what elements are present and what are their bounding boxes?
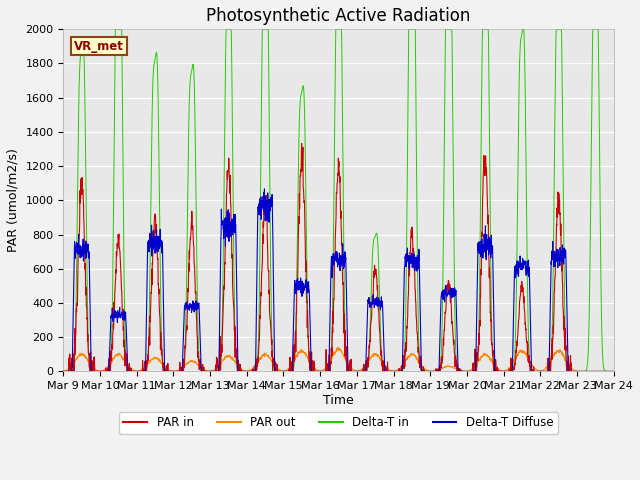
Title: Photosynthetic Active Radiation: Photosynthetic Active Radiation bbox=[206, 7, 470, 25]
X-axis label: Time: Time bbox=[323, 394, 354, 407]
Legend: PAR in, PAR out, Delta-T in, Delta-T Diffuse: PAR in, PAR out, Delta-T in, Delta-T Dif… bbox=[119, 411, 558, 434]
Y-axis label: PAR (umol/m2/s): PAR (umol/m2/s) bbox=[7, 148, 20, 252]
Text: VR_met: VR_met bbox=[74, 39, 124, 52]
